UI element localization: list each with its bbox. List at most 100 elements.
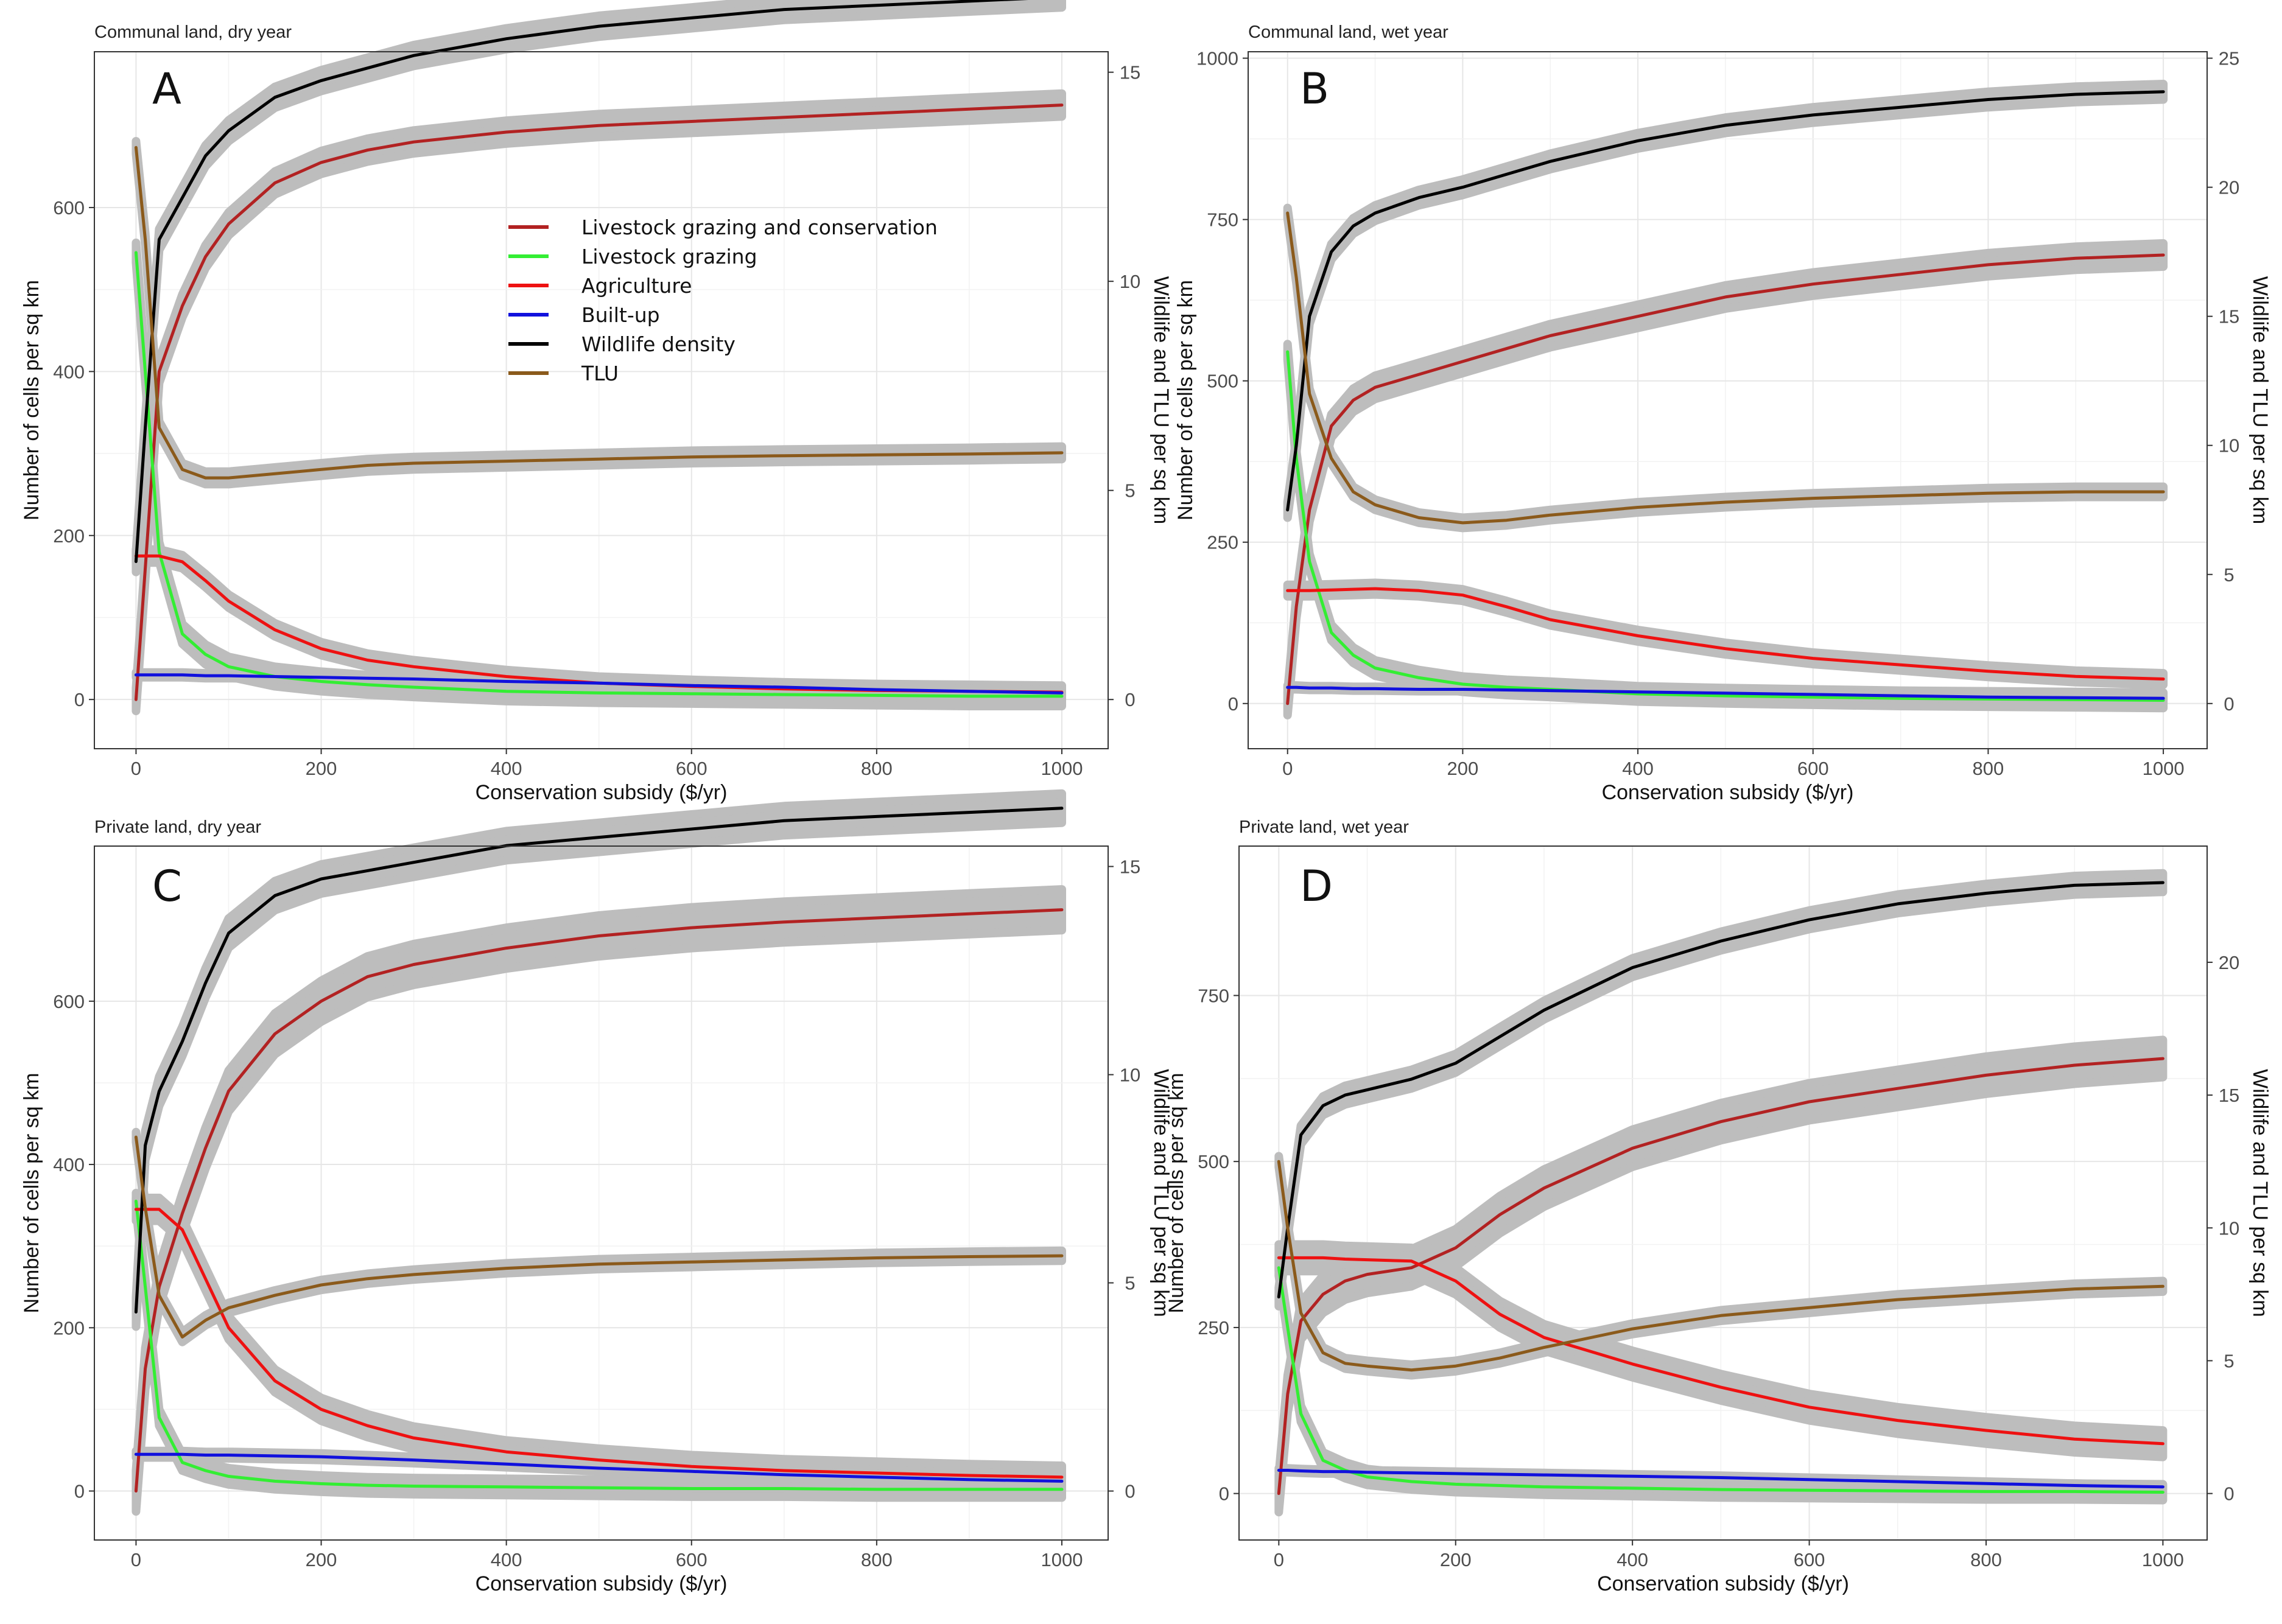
y-axis-left: 0 200 400 600 bbox=[53, 991, 94, 1502]
gridlines bbox=[94, 52, 1108, 749]
panel-label: C bbox=[152, 861, 182, 911]
x-tick-label: 1000 bbox=[1041, 1549, 1083, 1570]
y2-tick-label: 10 bbox=[1120, 271, 1140, 292]
y2-tick-label: 15 bbox=[2219, 1085, 2239, 1106]
y-tick-label: 250 bbox=[1207, 532, 1238, 553]
series-lines bbox=[134, 0, 1064, 701]
y-tick-label: 0 bbox=[74, 1481, 85, 1502]
line-tlu bbox=[134, 1135, 1064, 1339]
series-lines bbox=[134, 807, 1064, 1493]
legend-label: Agriculture bbox=[581, 274, 692, 298]
line-lg bbox=[134, 251, 1064, 698]
line-lg bbox=[134, 1199, 1064, 1491]
x-axis-label: Conservation subsidy ($/yr) bbox=[476, 781, 728, 804]
x-tick-label: 600 bbox=[676, 758, 707, 779]
y2-tick-label: 15 bbox=[2219, 306, 2239, 327]
y-axis-right: 0 5 10 15 20 bbox=[2207, 952, 2239, 1505]
ribbon-tlu bbox=[1283, 203, 2168, 533]
panel-title: Private land, wet year bbox=[1239, 817, 1409, 837]
x-tick-label: 1000 bbox=[2143, 758, 2185, 779]
y-axis-right: 0 5 10 15 bbox=[1108, 856, 1140, 1502]
y2-axis-label: Wildlife and TLU per sq km bbox=[1150, 276, 1173, 525]
legend-item-lg: Livestock grazing bbox=[508, 245, 757, 268]
panel-label: D bbox=[1300, 861, 1333, 911]
line-bu bbox=[134, 673, 1064, 695]
ribbon-tlu bbox=[132, 1127, 1066, 1346]
x-tick-label: 400 bbox=[491, 1549, 522, 1570]
ribbon-lgc bbox=[1283, 239, 2168, 719]
line-bu bbox=[1277, 1469, 2164, 1489]
y-tick-label: 1000 bbox=[1196, 48, 1238, 69]
x-tick-label: 800 bbox=[861, 758, 893, 779]
x-tick-label: 800 bbox=[1973, 758, 2004, 779]
y-tick-label: 500 bbox=[1207, 371, 1238, 392]
y-axis-left: 0 250 500 750 bbox=[1198, 985, 1239, 1505]
legend-item-wd: Wildlife density bbox=[508, 332, 736, 356]
x-tick-label: 400 bbox=[1622, 758, 1654, 779]
y2-axis-label: Wildlife and TLU per sq km bbox=[2249, 276, 2272, 525]
x-tick-label: 0 bbox=[1282, 758, 1293, 779]
x-tick-label: 200 bbox=[306, 1549, 337, 1570]
ribbon-wd bbox=[1274, 869, 2168, 1311]
y2-tick-label: 15 bbox=[1120, 62, 1140, 83]
line-lgc bbox=[134, 908, 1064, 1493]
x-tick-label: 0 bbox=[1274, 1549, 1284, 1570]
line-ag bbox=[134, 1208, 1064, 1479]
panel-title: Communal land, wet year bbox=[1248, 23, 1448, 42]
x-axis: 0 200 400 600 800 1000 bbox=[131, 1540, 1083, 1570]
panel-title: Private land, dry year bbox=[94, 817, 261, 837]
panel-title: Communal land, dry year bbox=[94, 23, 292, 42]
ribbon-lgc bbox=[132, 89, 1066, 715]
y2-tick-label: 5 bbox=[1125, 1273, 1135, 1294]
y2-axis-label: Wildlife and TLU per sq km bbox=[2249, 1069, 2272, 1317]
line-lg bbox=[1277, 1266, 2164, 1494]
line-bu bbox=[1286, 685, 2165, 700]
y2-tick-label: 20 bbox=[2219, 177, 2239, 198]
x-tick-label: 800 bbox=[1970, 1549, 2002, 1570]
y-tick-label: 0 bbox=[1219, 1483, 1229, 1505]
y-axis-left: 0 200 400 600 bbox=[53, 197, 94, 710]
line-bu bbox=[134, 1452, 1064, 1483]
x-axis-label: Conservation subsidy ($/yr) bbox=[476, 1572, 728, 1595]
y-axis-right: 0 5 10 15 20 25 bbox=[2207, 48, 2239, 715]
y-tick-label: 600 bbox=[53, 197, 85, 219]
line-wd bbox=[1286, 90, 2165, 512]
x-axis-label: Conservation subsidy ($/yr) bbox=[1597, 1572, 1849, 1595]
y-tick-label: 0 bbox=[1228, 693, 1238, 715]
plot-frame bbox=[1248, 51, 2208, 749]
y2-tick-label: 0 bbox=[2224, 693, 2234, 715]
line-wd bbox=[134, 0, 1028, 563]
y-tick-label: 200 bbox=[53, 525, 85, 547]
ribbon-lg bbox=[1283, 340, 2168, 713]
y-axis-label: Number of cells per sq km bbox=[1174, 280, 1197, 520]
y-tick-label: 250 bbox=[1198, 1317, 1229, 1339]
y2-tick-label: 20 bbox=[2219, 952, 2239, 973]
x-axis: 0 200 400 600 800 1000 bbox=[1282, 749, 2185, 779]
plot-frame bbox=[94, 51, 1109, 749]
line-tlu bbox=[1286, 211, 2165, 525]
legend-item-tlu: TLU bbox=[508, 362, 619, 385]
x-axis: 0 200 400 600 800 1000 bbox=[131, 749, 1083, 779]
x-tick-label: 600 bbox=[676, 1549, 707, 1570]
line-lgc bbox=[134, 103, 1064, 701]
legend-label: Livestock grazing bbox=[581, 245, 757, 268]
ribbon-wd bbox=[1283, 80, 2168, 522]
plot-background bbox=[94, 52, 1108, 749]
line-lgc bbox=[1286, 253, 2165, 705]
y2-tick-label: 10 bbox=[2219, 435, 2239, 457]
y2-tick-label: 5 bbox=[1125, 480, 1135, 502]
gridlines bbox=[1248, 52, 2207, 749]
y-axis-label: Number of cells per sq km bbox=[20, 1073, 43, 1314]
legend-label: Livestock grazing and conservation bbox=[581, 215, 938, 239]
line-tlu bbox=[1277, 1160, 2164, 1372]
legend-label: Built-up bbox=[581, 303, 660, 327]
y-axis-label: Number of cells per sq km bbox=[20, 280, 43, 520]
panel-label: B bbox=[1300, 64, 1329, 114]
x-axis: 0 200 400 600 800 1000 bbox=[1274, 1540, 2184, 1570]
line-lg bbox=[1286, 350, 2165, 702]
ribbon-tlu bbox=[132, 137, 1066, 489]
ribbon-lg bbox=[132, 1189, 1066, 1502]
